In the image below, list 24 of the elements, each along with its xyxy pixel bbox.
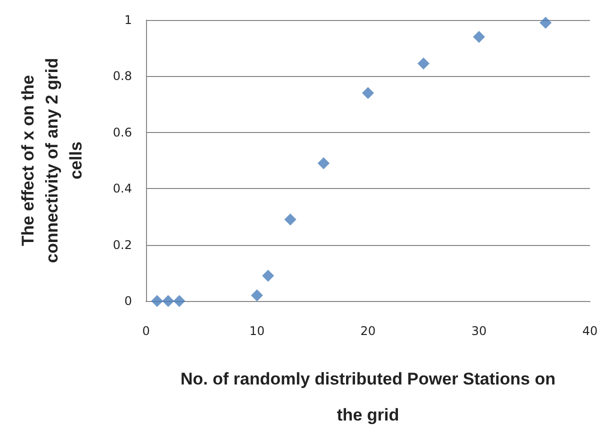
point: [540, 16, 552, 29]
x-axis-title: No. of randomly distributed Power Stations on the grid: [180, 370, 556, 424]
y-tick-label: 0.2: [112, 238, 132, 252]
point: [251, 289, 263, 302]
x-tick-label: 40: [582, 324, 598, 338]
x-tick-label: 20: [360, 324, 376, 338]
x-tick-label: 30: [471, 324, 487, 338]
y-tick-label: 1: [124, 13, 132, 27]
point: [318, 157, 330, 170]
point: [418, 58, 430, 70]
y-tick-label: 0.6: [112, 125, 132, 140]
y-axis-title: The effect of x on the connectivity of any 2 grid cells: [18, 58, 86, 263]
point: [173, 295, 186, 307]
y-tick-label: 0: [124, 294, 132, 308]
x-tick-label: 0: [142, 324, 150, 338]
point: [284, 214, 296, 226]
y-tick-label: 0.4: [112, 182, 132, 196]
point: [151, 295, 164, 307]
point: [362, 87, 374, 100]
point: [162, 295, 174, 307]
point: [262, 270, 274, 282]
x-tick-label: 10: [249, 324, 265, 338]
y-tick-label: 0.8: [112, 69, 132, 84]
point: [473, 30, 485, 43]
